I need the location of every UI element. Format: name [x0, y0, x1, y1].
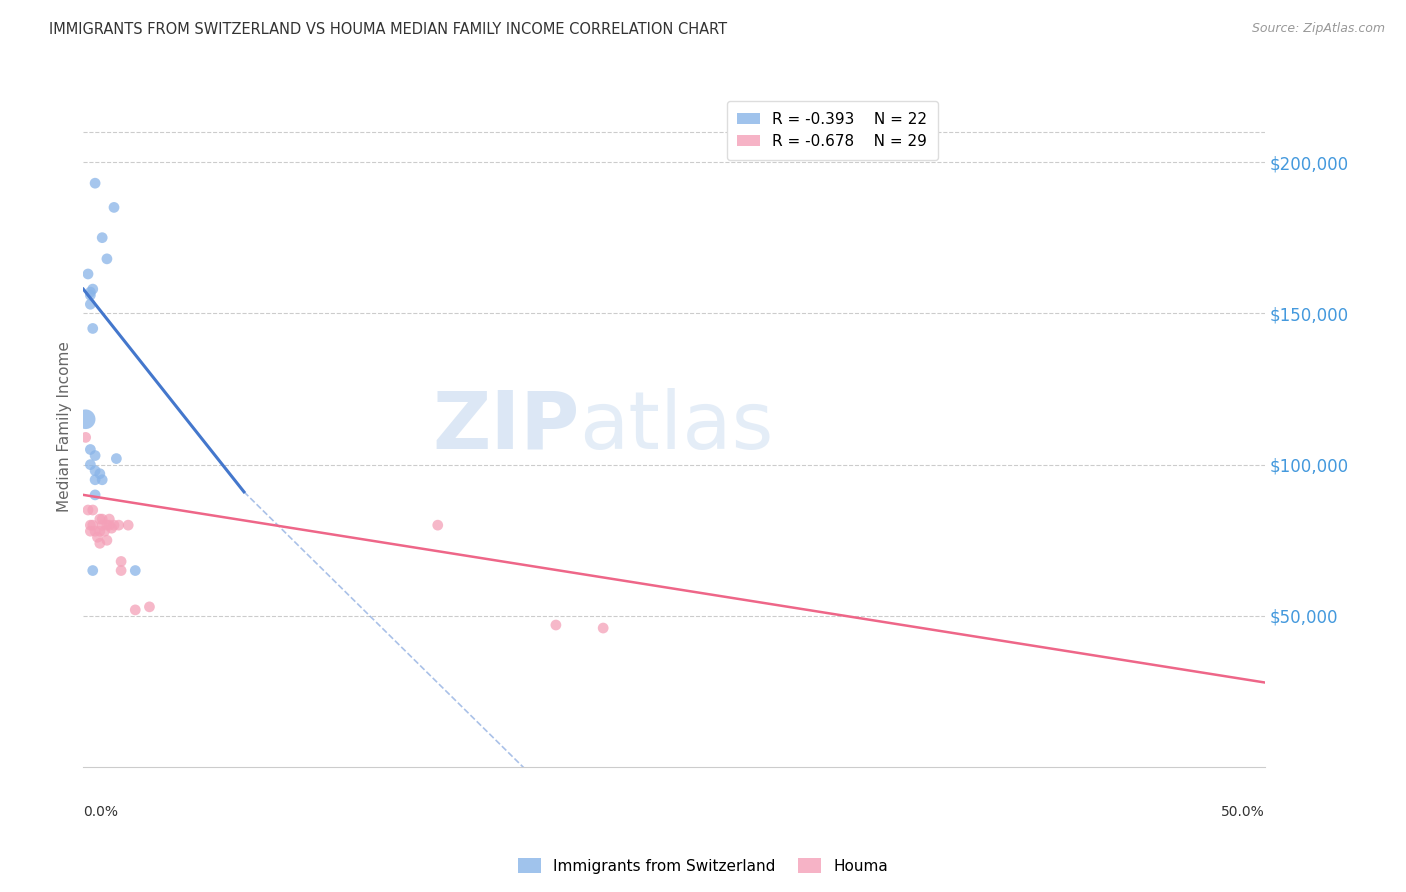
Point	[84, 176, 107, 190]
Point	[82, 518, 104, 533]
Point	[84, 524, 107, 539]
Point	[75, 430, 97, 444]
Point	[89, 524, 111, 539]
Point	[138, 599, 160, 614]
Point	[82, 503, 104, 517]
Point	[96, 252, 118, 266]
Point	[77, 267, 100, 281]
Point	[77, 503, 100, 517]
Point	[544, 618, 567, 632]
Text: IMMIGRANTS FROM SWITZERLAND VS HOUMA MEDIAN FAMILY INCOME CORRELATION CHART: IMMIGRANTS FROM SWITZERLAND VS HOUMA MED…	[49, 22, 727, 37]
Point	[592, 621, 614, 635]
Point	[84, 449, 107, 463]
Point	[79, 442, 101, 457]
Point	[91, 230, 114, 244]
Text: 0.0%: 0.0%	[83, 805, 118, 819]
Point	[117, 518, 139, 533]
Point	[105, 451, 128, 466]
Point	[89, 512, 111, 526]
Point	[79, 458, 101, 472]
Point	[89, 536, 111, 550]
Point	[103, 518, 125, 533]
Text: Source: ZipAtlas.com: Source: ZipAtlas.com	[1251, 22, 1385, 36]
Point	[79, 518, 101, 533]
Point	[110, 554, 132, 568]
Point	[96, 533, 118, 548]
Point	[89, 467, 111, 481]
Point	[79, 285, 101, 300]
Text: atlas: atlas	[579, 388, 773, 466]
Point	[82, 564, 104, 578]
Point	[124, 603, 146, 617]
Text: ZIP: ZIP	[432, 388, 579, 466]
Legend: R = -0.393    N = 22, R = -0.678    N = 29: R = -0.393 N = 22, R = -0.678 N = 29	[727, 101, 938, 160]
Point	[91, 512, 114, 526]
Point	[79, 524, 101, 539]
Point	[124, 564, 146, 578]
Point	[84, 464, 107, 478]
Point	[91, 518, 114, 533]
Legend: Immigrants from Switzerland, Houma: Immigrants from Switzerland, Houma	[512, 852, 894, 880]
Point	[100, 521, 122, 535]
Point	[86, 530, 108, 544]
Point	[103, 201, 125, 215]
Text: 50.0%: 50.0%	[1220, 805, 1265, 819]
Point	[75, 412, 97, 426]
Point	[79, 288, 101, 302]
Point	[110, 564, 132, 578]
Point	[93, 524, 115, 539]
Point	[79, 297, 101, 311]
Point	[84, 473, 107, 487]
Point	[98, 512, 121, 526]
Point	[107, 518, 129, 533]
Point	[426, 518, 449, 533]
Point	[84, 488, 107, 502]
Y-axis label: Median Family Income: Median Family Income	[58, 342, 72, 512]
Point	[82, 282, 104, 296]
Point	[91, 473, 114, 487]
Point	[96, 518, 118, 533]
Point	[82, 321, 104, 335]
Point	[98, 518, 121, 533]
